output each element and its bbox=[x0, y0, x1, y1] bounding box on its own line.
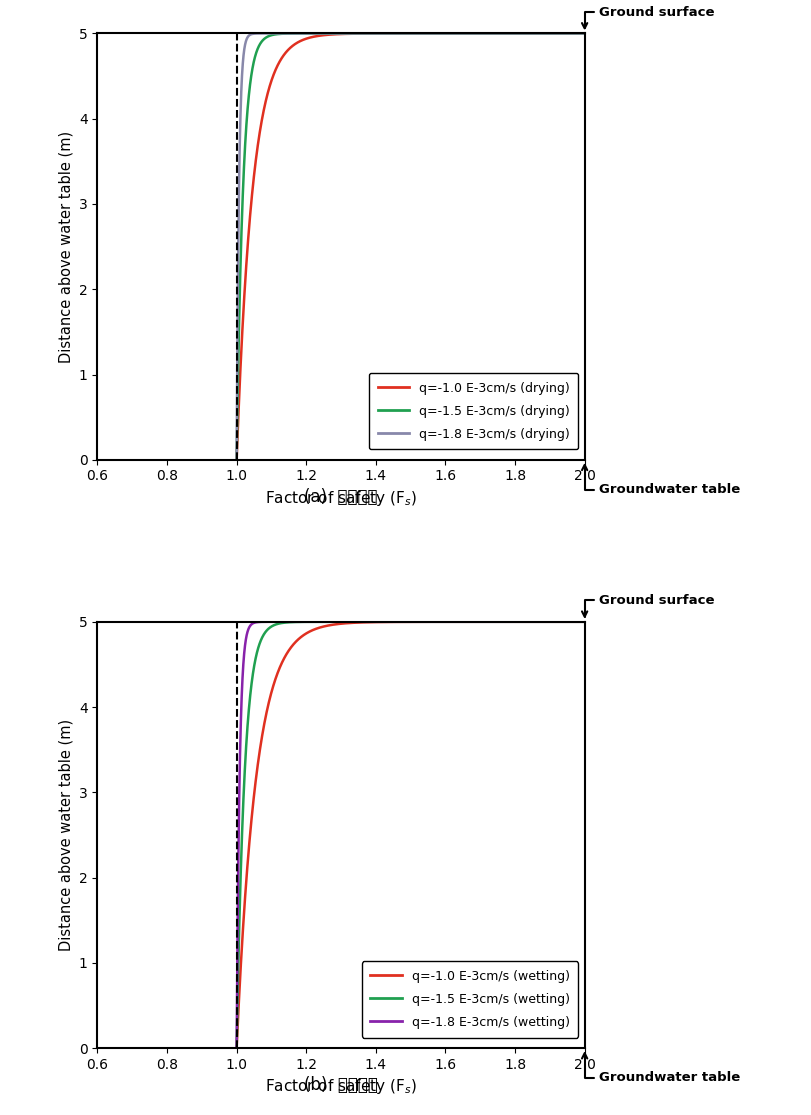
Y-axis label: Distance above water table (m): Distance above water table (m) bbox=[58, 130, 73, 362]
X-axis label: Factor of safety (F$_s$): Factor of safety (F$_s$) bbox=[265, 489, 416, 508]
Legend: q=-1.0 E-3cm/s (wetting), q=-1.5 E-3cm/s (wetting), q=-1.8 E-3cm/s (wetting): q=-1.0 E-3cm/s (wetting), q=-1.5 E-3cm/s… bbox=[361, 961, 577, 1038]
Y-axis label: Distance above water table (m): Distance above water table (m) bbox=[58, 719, 73, 951]
Text: Ground surface: Ground surface bbox=[581, 6, 714, 28]
Text: Groundwater table: Groundwater table bbox=[581, 465, 740, 496]
Text: Ground surface: Ground surface bbox=[581, 594, 714, 617]
X-axis label: Factor of safety (F$_s$): Factor of safety (F$_s$) bbox=[265, 1077, 416, 1096]
Legend: q=-1.0 E-3cm/s (drying), q=-1.5 E-3cm/s (drying), q=-1.8 E-3cm/s (drying): q=-1.0 E-3cm/s (drying), q=-1.5 E-3cm/s … bbox=[368, 372, 577, 449]
Text: (b)  습윤과정: (b) 습윤과정 bbox=[304, 1076, 377, 1094]
Text: Groundwater table: Groundwater table bbox=[581, 1054, 740, 1085]
Text: (a)  건조과정: (a) 건조과정 bbox=[304, 487, 377, 505]
